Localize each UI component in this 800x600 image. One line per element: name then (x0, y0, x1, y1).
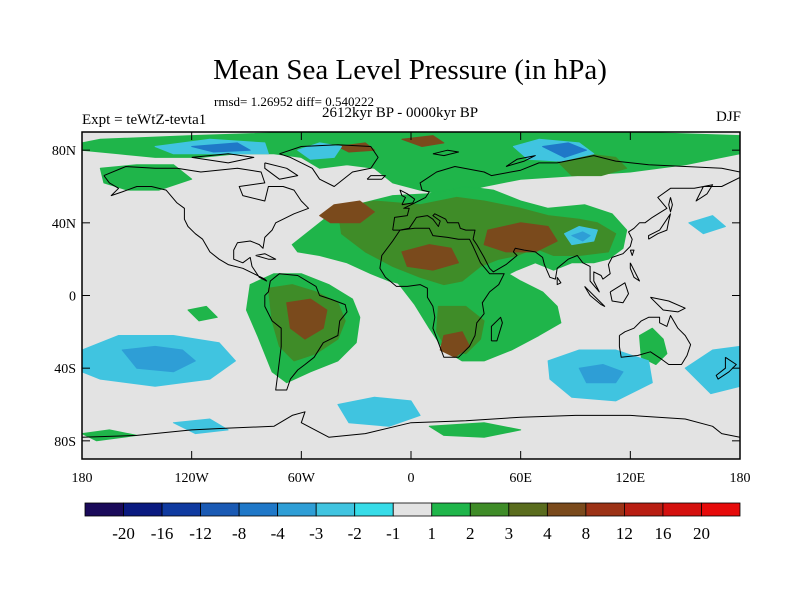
coastline-antarctica (82, 411, 740, 438)
colorbar-box (277, 502, 317, 517)
region-south-africa-peak (439, 331, 470, 358)
coastline-japan (648, 213, 671, 240)
coastline-sumatra (584, 286, 606, 307)
coastline-arctic-canada-islands (191, 153, 255, 164)
colorbar-box (84, 502, 124, 517)
colorbar-box (238, 502, 279, 517)
colorbar-label: -20 (112, 524, 135, 543)
lon-tick-label: 180 (72, 471, 93, 486)
coastline-iceland (366, 175, 386, 180)
coastline-new-guinea (650, 296, 686, 313)
coastline-south-america (264, 273, 348, 391)
longitude-axis: 180 120W 60W 0 60E 120E 180 (72, 132, 751, 486)
lat-tick-label: 40N (52, 217, 76, 232)
colorbar-box (624, 502, 664, 517)
coastline-africa (379, 227, 505, 358)
region-canada-strong-negative (191, 142, 251, 153)
colorbar-box (508, 502, 548, 517)
region-arabia-and-iran-peak (483, 222, 558, 253)
colorbar-label: 12 (616, 524, 633, 543)
colorbar-box (354, 502, 394, 517)
lon-tick-label: 120E (616, 471, 646, 486)
colorbar-label: 16 (654, 524, 671, 543)
lon-tick-label: 60W (288, 471, 316, 486)
colorbar-box (469, 502, 510, 517)
region-arctic-brown-patch (401, 135, 445, 147)
lat-tick-label: 80N (52, 144, 76, 159)
coastline-sakhalin (668, 197, 673, 213)
region-south-indian-strong-negative (578, 364, 624, 384)
lon-tick-label: 0 (408, 471, 415, 486)
region-greenland-negative (297, 142, 342, 160)
coastline-eurasia (392, 155, 740, 293)
coastline-baffin-island (264, 162, 299, 180)
region-south-atlantic-negative (337, 396, 421, 427)
region-western-pacific-negative (688, 215, 726, 235)
coastline-cuba (255, 253, 277, 260)
colorbar-label: -2 (348, 524, 362, 543)
colorbar-label: 8 (582, 524, 591, 543)
colorbar-label: 1 (428, 524, 437, 543)
colorbar-label: -4 (271, 524, 286, 543)
coastline-sri-lanka (556, 277, 562, 286)
colorbar-box (161, 502, 201, 517)
lat-tick-label: 40S (54, 362, 76, 377)
region-alaska-and-western-north-america-positive (99, 164, 193, 191)
contour-fill-layer (82, 132, 740, 442)
coastline-borneo (609, 282, 629, 304)
region-north-africa-peak (401, 244, 459, 271)
lon-tick-label: 60E (509, 471, 532, 486)
colorbar: -20 -16 -12 -8 -4 -3 -2 -1 1 2 3 4 8 12 16 20 (84, 502, 741, 543)
map-title: Mean Sea Level Pressure (in hPa) (213, 54, 607, 86)
coastline-layer (82, 144, 740, 438)
colorbar-box (662, 502, 702, 517)
lon-tick-label: 120W (175, 471, 210, 486)
colorbar-label: -8 (232, 524, 246, 543)
coastline-novaya-zemlya (505, 155, 536, 167)
lon-tick-label: 180 (730, 471, 751, 486)
colorbar-label: -12 (189, 524, 212, 543)
stats-line: rmsd= 1.26952 diff= 0.540222 (214, 94, 374, 109)
region-tibet-strong-negative (571, 231, 591, 242)
region-antarctic-positive-patch (428, 422, 522, 438)
coastline-great-britain (399, 189, 416, 206)
colorbar-box (546, 502, 587, 517)
colorbar-label: -1 (386, 524, 400, 543)
colorbar-box (701, 502, 741, 517)
coastline-new-zealand (715, 356, 737, 380)
colorbar-label: -16 (151, 524, 174, 543)
region-amazon-peak (286, 298, 328, 340)
colorbar-label: -3 (309, 524, 323, 543)
coastline-madagascar (490, 316, 503, 342)
colorbar-box (315, 502, 356, 517)
colorbar-box (123, 502, 163, 517)
coastline-greenland (279, 144, 379, 187)
colorbar-label: 4 (543, 524, 552, 543)
season-label: DJF (715, 109, 741, 125)
experiment-label: Expt = teWtZ-tevta1 (82, 112, 207, 128)
colorbar-label: 3 (505, 524, 514, 543)
period-label: 2612kyr BP - 0000kyr BP (322, 105, 479, 121)
region-south-pacific-strong-negative (121, 345, 196, 373)
coastline-australia (618, 315, 692, 365)
colorbar-box (431, 502, 471, 517)
colorbar-box (200, 502, 240, 517)
coastline-taiwan (629, 249, 635, 256)
coastline-philippines (629, 262, 640, 282)
lat-tick-label: 0 (69, 290, 76, 305)
coastline-svalbard (432, 149, 459, 157)
colorbar-box (585, 502, 625, 517)
region-equatorial-pacific-positive (187, 305, 218, 322)
colorbar-label: 20 (693, 524, 710, 543)
colorbar-label: 2 (466, 524, 475, 543)
region-siberia-strong-negative (542, 142, 587, 158)
latitude-axis: 80N 40N 0 40S 80S (52, 144, 740, 450)
colorbar-box (392, 502, 433, 517)
lat-tick-label: 80S (54, 435, 76, 450)
region-arctic-brown-patch-2 (337, 142, 375, 153)
region-north-atlantic-peak (319, 200, 375, 224)
region-australia-positive (639, 327, 668, 365)
coastline-north-america (103, 166, 310, 282)
